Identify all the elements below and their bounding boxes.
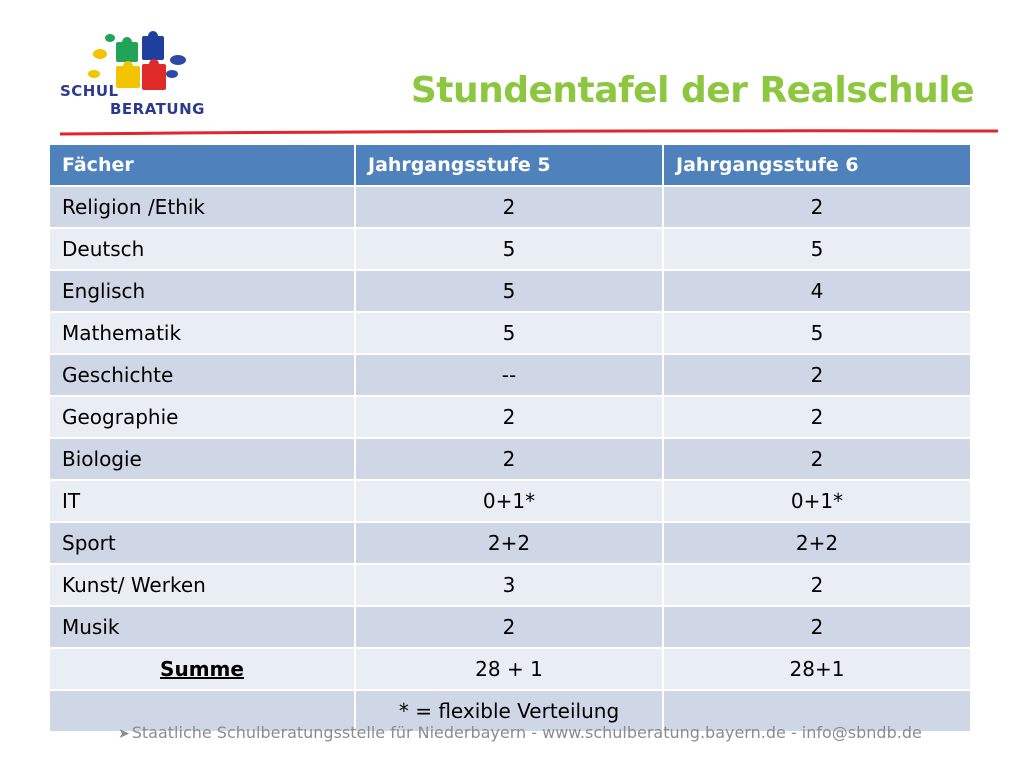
table-row: Sport 2+2 2+2: [48, 521, 972, 565]
hours-cell-5: 5: [354, 311, 664, 355]
hours-cell-6: 2: [662, 563, 972, 607]
logo-text-schul: SCHUL: [60, 82, 119, 100]
table-row: IT 0+1* 0+1*: [48, 479, 972, 523]
puzzle-logo-icon: [88, 31, 186, 90]
header-faecher: Fächer: [48, 143, 356, 187]
hours-cell-6: 5: [662, 311, 972, 355]
title-underline: [60, 129, 998, 136]
table-row: Kunst/ Werken 3 2: [48, 563, 972, 607]
arrow-bullet-icon: ➤: [118, 726, 130, 742]
table-row: Geographie 2 2: [48, 395, 972, 439]
subject-cell: Mathematik: [48, 311, 356, 355]
header-jahrgang-6: Jahrgangsstufe 6: [662, 143, 972, 187]
hours-cell-6: 2: [662, 395, 972, 439]
hours-cell-5: 2: [354, 605, 664, 649]
hours-cell-5: --: [354, 353, 664, 397]
table-row: Biologie 2 2: [48, 437, 972, 481]
hours-cell-5: 3: [354, 563, 664, 607]
hours-cell-6: 4: [662, 269, 972, 313]
sum-value-5: 28 + 1: [354, 647, 664, 691]
table-row: Englisch 5 4: [48, 269, 972, 313]
hours-cell-5: 2: [354, 395, 664, 439]
header-jahrgang-5: Jahrgangsstufe 5: [354, 143, 664, 187]
hours-cell-5: 5: [354, 269, 664, 313]
hours-cell-6: 5: [662, 227, 972, 271]
table-row: Musik 2 2: [48, 605, 972, 649]
subject-cell: Sport: [48, 521, 356, 565]
footer-text: Staatliche Schulberatungsstelle für Nied…: [131, 723, 922, 742]
subject-cell: Biologie: [48, 437, 356, 481]
note-empty-cell: [662, 689, 972, 733]
hours-cell-5: 2+2: [354, 521, 664, 565]
subject-cell: Englisch: [48, 269, 356, 313]
schulberatung-logo: SCHUL BERATUNG: [58, 30, 208, 125]
subject-cell: IT: [48, 479, 356, 523]
hours-cell-6: 2: [662, 605, 972, 649]
sum-row: Summe 28 + 1 28+1: [48, 647, 972, 691]
footer: ➤ Staatliche Schulberatungsstelle für Nie…: [118, 723, 922, 742]
page-title: Stundentafel der Realschule: [410, 70, 975, 111]
subject-cell: Religion /Ethik: [48, 185, 356, 229]
hours-cell-5: 2: [354, 185, 664, 229]
note-row: * = flexible Verteilung: [48, 689, 972, 733]
logo-text-beratung: BERATUNG: [110, 100, 205, 118]
table-row: Mathematik 5 5: [48, 311, 972, 355]
hours-cell-6: 2: [662, 185, 972, 229]
schedule-table: Fächer Jahrgangsstufe 5 Jahrgangsstufe 6…: [48, 143, 972, 733]
subject-cell: Deutsch: [48, 227, 356, 271]
note-empty-cell: [48, 689, 356, 733]
table-row: Deutsch 5 5: [48, 227, 972, 271]
hours-cell-6: 2: [662, 437, 972, 481]
sum-value-6: 28+1: [662, 647, 972, 691]
hours-cell-6: 0+1*: [662, 479, 972, 523]
subject-cell: Geographie: [48, 395, 356, 439]
table-row: Geschichte -- 2: [48, 353, 972, 397]
hours-cell-5: 2: [354, 437, 664, 481]
subject-cell: Geschichte: [48, 353, 356, 397]
footnote-text: * = flexible Verteilung: [354, 689, 664, 733]
hours-cell-6: 2: [662, 353, 972, 397]
table-row: Religion /Ethik 2 2: [48, 185, 972, 229]
subject-cell: Musik: [48, 605, 356, 649]
sum-label: Summe: [48, 647, 356, 691]
hours-cell-6: 2+2: [662, 521, 972, 565]
table-header-row: Fächer Jahrgangsstufe 5 Jahrgangsstufe 6: [48, 143, 972, 187]
subject-cell: Kunst/ Werken: [48, 563, 356, 607]
hours-cell-5: 0+1*: [354, 479, 664, 523]
hours-cell-5: 5: [354, 227, 664, 271]
